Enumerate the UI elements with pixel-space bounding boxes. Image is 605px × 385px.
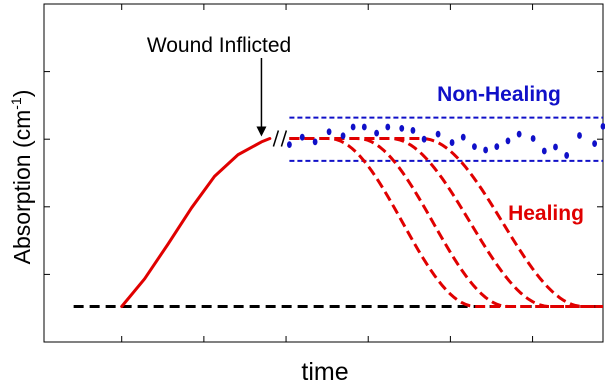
healing-curve-0	[289, 137, 603, 309]
annotation-label: Wound Inflicted	[147, 34, 291, 57]
non-healing-point-7	[374, 129, 380, 137]
non-healing-point-21	[541, 147, 547, 155]
series-layer	[73, 116, 605, 309]
non-healing-point-2	[312, 138, 318, 146]
non-healing-point-19	[516, 130, 522, 138]
non-healing-point-17	[494, 143, 500, 151]
healing-label: Healing	[508, 202, 584, 225]
non-healing-point-15	[472, 143, 477, 151]
y-axis-label-sup: -1	[8, 97, 24, 110]
non-healing-point-10	[410, 127, 416, 134]
non-healing-point-26	[600, 122, 605, 130]
non-healing-point-8	[385, 123, 391, 131]
non-healing-point-4	[340, 132, 346, 140]
x-axis-label: time	[301, 358, 348, 385]
non-healing-point-5	[350, 123, 356, 131]
non-healing-point-14	[460, 133, 466, 141]
non-healing-point-11	[421, 135, 427, 143]
y-axis-label-close: )	[9, 90, 35, 98]
non-healing-point-23	[564, 152, 570, 159]
non-healing-label: Non-Healing	[437, 83, 561, 106]
y-axis-label-main: Absorption (cm	[9, 110, 35, 265]
annotation-arrow-head	[256, 126, 267, 137]
non-healing-point-18	[505, 137, 511, 145]
non-healing-point-22	[553, 143, 558, 151]
non-healing-point-3	[326, 128, 332, 136]
non-healing-point-6	[361, 123, 367, 131]
break-mark-right	[280, 130, 288, 147]
break-mark-left	[272, 130, 280, 147]
non-healing-point-9	[399, 124, 405, 132]
annotation-layer	[256, 58, 267, 137]
non-healing-point-16	[483, 146, 489, 154]
non-healing-point-20	[530, 135, 536, 142]
non-healing-point-0	[287, 141, 292, 149]
non-healing-point-13	[449, 139, 455, 146]
y-axis-label: Absorption (cm-1)	[8, 90, 35, 265]
non-healing-point-1	[299, 133, 305, 141]
wound-rise-series-line	[120, 137, 272, 309]
non-healing-point-25	[592, 140, 598, 147]
non-healing-point-24	[577, 132, 582, 139]
non-healing-point-12	[435, 130, 441, 138]
tick-marks	[44, 4, 603, 342]
